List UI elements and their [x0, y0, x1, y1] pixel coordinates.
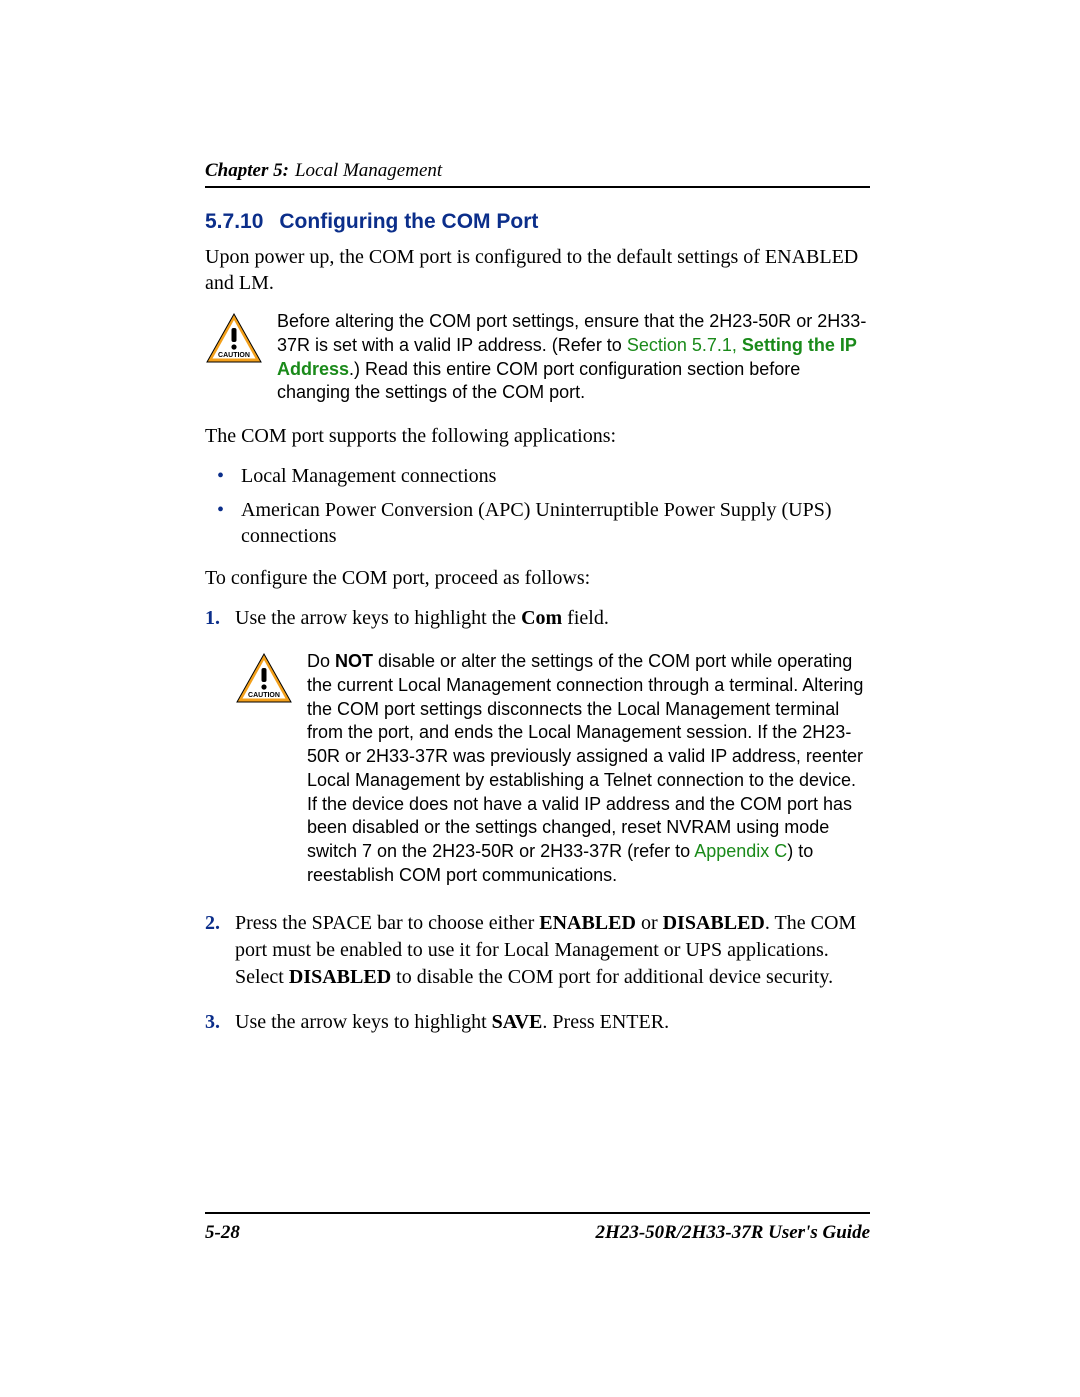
list-item: Local Management connections	[213, 463, 870, 489]
step-3: 3. Use the arrow keys to highlight SAVE.…	[205, 1009, 870, 1036]
running-header: Chapter 5: Local Management	[205, 160, 870, 188]
procedure-steps-cont: 2. Press the SPACE bar to choose either …	[205, 910, 870, 1036]
chapter-title: Local Management	[295, 160, 442, 182]
list-item: American Power Conversion (APC) Uninterr…	[213, 497, 870, 549]
section-heading: 5.7.10 Configuring the COM Port	[205, 210, 870, 234]
caution-callout-1: CAUTION Before altering the COM port set…	[205, 310, 870, 405]
section-title: Configuring the COM Port	[279, 210, 538, 233]
caution-text-2: Do NOT disable or alter the settings of …	[307, 650, 870, 888]
guide-title: 2H23-50R/2H33-37R User's Guide	[596, 1222, 870, 1244]
caution-text-1: Before altering the COM port settings, e…	[277, 310, 870, 405]
caution-callout-2: CAUTION Do NOT disable or alter the sett…	[235, 650, 870, 888]
xref-section-5-7-1[interactable]: Section 5.7.1	[627, 335, 732, 355]
svg-text:CAUTION: CAUTION	[248, 692, 280, 699]
page-footer: 5-28 2H23-50R/2H33-37R User's Guide	[205, 1212, 870, 1244]
xref-appendix-c[interactable]: Appendix C	[694, 841, 787, 861]
step-number: 2.	[205, 910, 220, 937]
applications-list: Local Management connections American Po…	[205, 463, 870, 549]
caution-icon: CAUTION	[205, 312, 263, 369]
procedure-steps: 1. Use the arrow keys to highlight the C…	[205, 605, 870, 632]
caution-icon: CAUTION	[235, 652, 293, 709]
step-2: 2. Press the SPACE bar to choose either …	[205, 910, 870, 991]
step-number: 3.	[205, 1009, 220, 1036]
intro-paragraph: Upon power up, the COM port is configure…	[205, 244, 870, 296]
svg-text:CAUTION: CAUTION	[218, 352, 250, 359]
step-1: 1. Use the arrow keys to highlight the C…	[205, 605, 870, 632]
procedure-lead: To configure the COM port, proceed as fo…	[205, 565, 870, 591]
supports-lead: The COM port supports the following appl…	[205, 423, 870, 449]
step-number: 1.	[205, 605, 220, 632]
page-content: Chapter 5: Local Management 5.7.10 Config…	[205, 160, 870, 1054]
page-number: 5-28	[205, 1222, 240, 1244]
chapter-label: Chapter 5:	[205, 160, 289, 182]
section-number: 5.7.10	[205, 210, 263, 233]
